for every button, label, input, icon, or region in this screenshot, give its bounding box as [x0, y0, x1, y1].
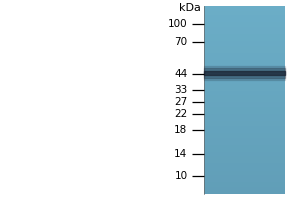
Bar: [204, 29, 285, 32]
Bar: [204, 91, 285, 93]
Bar: [204, 67, 285, 69]
Bar: [204, 102, 285, 105]
Bar: [204, 121, 285, 124]
Bar: [204, 13, 285, 15]
Bar: [204, 173, 285, 175]
Bar: [204, 58, 285, 60]
Bar: [204, 152, 285, 154]
Bar: [204, 72, 285, 74]
Bar: [204, 170, 285, 173]
Bar: [204, 66, 285, 80]
Bar: [204, 175, 285, 178]
Text: kDa: kDa: [179, 3, 201, 13]
Bar: [204, 74, 285, 76]
Bar: [204, 123, 285, 126]
Bar: [204, 84, 285, 86]
Text: 33: 33: [174, 85, 188, 95]
Bar: [204, 126, 285, 128]
Bar: [204, 138, 285, 140]
Bar: [204, 154, 285, 156]
Bar: [204, 131, 285, 133]
Text: 70: 70: [174, 37, 188, 47]
Bar: [204, 11, 285, 13]
Bar: [204, 182, 285, 185]
Bar: [204, 168, 285, 170]
Bar: [204, 15, 285, 18]
Bar: [204, 95, 285, 98]
Bar: [204, 166, 285, 168]
Bar: [204, 86, 285, 88]
Bar: [204, 76, 285, 79]
Bar: [204, 156, 285, 159]
Bar: [204, 48, 285, 51]
Bar: [204, 6, 285, 8]
Text: 10: 10: [174, 171, 188, 181]
Bar: [204, 112, 285, 114]
Bar: [204, 135, 285, 138]
Bar: [204, 116, 285, 119]
Bar: [204, 20, 285, 22]
Bar: [204, 68, 285, 78]
Bar: [204, 79, 285, 81]
Bar: [204, 88, 285, 91]
Bar: [204, 100, 285, 102]
Text: 18: 18: [174, 125, 188, 135]
Bar: [204, 147, 285, 149]
Bar: [204, 46, 285, 48]
Bar: [204, 107, 285, 109]
Bar: [204, 114, 285, 116]
Bar: [204, 105, 285, 107]
Bar: [204, 8, 285, 11]
Bar: [204, 69, 285, 72]
Bar: [204, 189, 285, 192]
Bar: [204, 81, 285, 84]
Bar: [204, 34, 285, 37]
Text: 44: 44: [174, 69, 188, 79]
Bar: [204, 53, 285, 55]
Bar: [204, 71, 285, 75]
Bar: [204, 22, 285, 25]
Bar: [204, 37, 285, 39]
Bar: [204, 161, 285, 163]
Bar: [204, 55, 285, 58]
Bar: [204, 39, 285, 41]
Bar: [204, 93, 285, 95]
Bar: [204, 142, 285, 145]
Text: 100: 100: [168, 19, 188, 29]
Bar: [204, 32, 285, 34]
Bar: [204, 62, 285, 65]
Bar: [204, 41, 285, 44]
Bar: [204, 51, 285, 53]
Bar: [204, 149, 285, 152]
Bar: [204, 145, 285, 147]
Bar: [204, 159, 285, 161]
Text: 27: 27: [174, 97, 188, 107]
Bar: [204, 178, 285, 180]
Text: 22: 22: [174, 109, 188, 119]
Bar: [204, 192, 285, 194]
Bar: [204, 27, 285, 29]
Bar: [204, 187, 285, 189]
Bar: [204, 65, 285, 67]
Bar: [204, 185, 285, 187]
Bar: [204, 44, 285, 46]
Bar: [204, 109, 285, 112]
Text: 14: 14: [174, 149, 188, 159]
Bar: [204, 140, 285, 142]
Bar: [204, 163, 285, 166]
Bar: [204, 60, 285, 62]
Bar: [204, 119, 285, 121]
Bar: [204, 98, 285, 100]
Bar: [204, 18, 285, 20]
Bar: [204, 128, 285, 131]
Bar: [204, 25, 285, 27]
Bar: [204, 133, 285, 135]
Bar: [204, 180, 285, 182]
